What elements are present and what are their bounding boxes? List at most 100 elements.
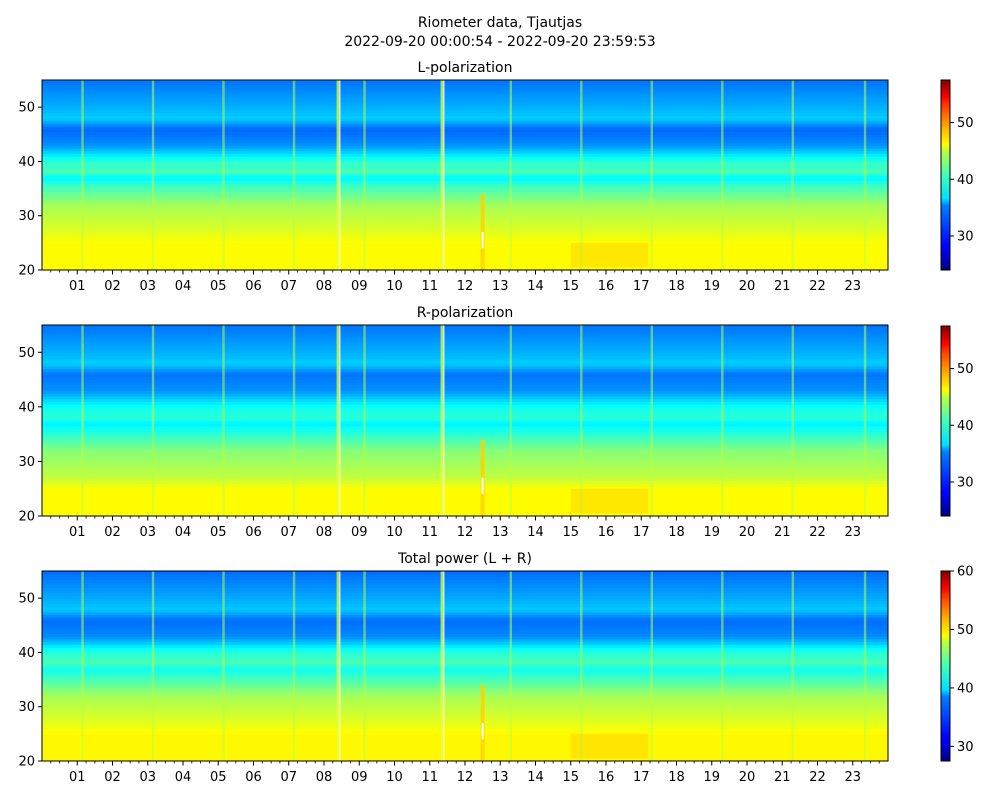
heatmap-band bbox=[42, 571, 888, 575]
x-tick-label: 20 bbox=[739, 770, 756, 785]
heatmap-band bbox=[42, 210, 888, 214]
heatmap-stripe bbox=[509, 80, 513, 270]
heatmap-band bbox=[42, 505, 888, 509]
heatmap-band bbox=[42, 96, 888, 100]
heatmap-band bbox=[42, 264, 888, 268]
heatmap-band bbox=[42, 638, 888, 643]
heatmap-stripe bbox=[791, 325, 795, 516]
heatmap-band bbox=[42, 755, 888, 759]
heatmap-band bbox=[42, 687, 888, 692]
heatmap-band bbox=[42, 104, 888, 108]
heatmap-band bbox=[42, 674, 888, 678]
heatmap-band bbox=[42, 747, 888, 751]
heatmap-band bbox=[42, 166, 888, 171]
heatmap-band bbox=[42, 153, 888, 157]
heatmap-band bbox=[42, 80, 888, 84]
heatmap-stripe bbox=[580, 571, 583, 761]
heatmap bbox=[42, 571, 888, 762]
x-tick-label: 07 bbox=[280, 770, 297, 785]
heatmap-band bbox=[42, 248, 888, 252]
heatmap-band bbox=[42, 409, 888, 413]
x-tick-label: 20 bbox=[739, 279, 756, 294]
heatmap-band bbox=[42, 395, 888, 400]
x-tick-label: 12 bbox=[457, 770, 474, 785]
colorbar bbox=[941, 326, 950, 516]
heatmap-band bbox=[42, 120, 888, 125]
x-tick-label: 19 bbox=[703, 279, 720, 294]
heatmap-band bbox=[42, 455, 888, 460]
heatmap-band bbox=[42, 477, 888, 482]
heatmap-band bbox=[42, 172, 888, 176]
heatmap-band bbox=[42, 88, 888, 92]
heatmap bbox=[42, 325, 888, 517]
x-tick-label: 05 bbox=[210, 525, 227, 540]
heatmap-stripe bbox=[721, 80, 724, 270]
heatmap-band bbox=[42, 611, 888, 616]
colorbar bbox=[941, 571, 950, 761]
heatmap-band bbox=[42, 109, 888, 114]
panel-title: L-polarization bbox=[418, 60, 513, 76]
x-tick-label: 11 bbox=[421, 770, 438, 785]
heatmap-band bbox=[42, 145, 888, 149]
x-tick-label: 16 bbox=[598, 525, 615, 540]
heatmap-band bbox=[42, 240, 888, 244]
colorbar-tick-label: 40 bbox=[957, 173, 974, 188]
heatmap-event bbox=[570, 488, 649, 514]
x-tick-label: 18 bbox=[668, 525, 685, 540]
x-tick-label: 18 bbox=[668, 279, 685, 294]
heatmap-band bbox=[42, 385, 888, 389]
heatmap-band bbox=[42, 352, 888, 356]
heatmap-band bbox=[42, 655, 888, 659]
heatmap-band bbox=[42, 496, 888, 501]
heatmap-band bbox=[42, 147, 888, 152]
heatmap-band bbox=[42, 483, 888, 487]
heatmap-band bbox=[42, 218, 888, 222]
x-tick-label: 11 bbox=[421, 525, 438, 540]
heatmap-gap bbox=[443, 571, 445, 761]
heatmap-band bbox=[42, 164, 888, 168]
figure-title-line2: 2022-09-20 00:00:54 - 2022-09-20 23:59:5… bbox=[344, 34, 655, 50]
heatmap-band bbox=[42, 199, 888, 203]
heatmap-band bbox=[42, 425, 888, 430]
heatmap-band bbox=[42, 736, 888, 740]
heatmap-band bbox=[42, 657, 888, 662]
heatmap-band bbox=[42, 128, 888, 133]
heatmap-band bbox=[42, 668, 888, 673]
heatmap-band bbox=[42, 382, 888, 386]
heatmap-gap bbox=[481, 477, 484, 495]
x-tick-label: 03 bbox=[139, 770, 156, 785]
y-tick-label: 50 bbox=[18, 101, 35, 116]
y-tick-label: 30 bbox=[18, 209, 35, 224]
heatmap-band bbox=[42, 357, 888, 362]
heatmap-band bbox=[42, 453, 888, 457]
x-tick-label: 04 bbox=[175, 279, 192, 294]
heatmap-stripe bbox=[863, 325, 867, 516]
heatmap-band bbox=[42, 644, 888, 648]
panels: L-polarization 20 30 40 50 01 02 03 04 05 06 07 08 09… bbox=[18, 60, 973, 785]
heatmap-band bbox=[42, 142, 888, 146]
x-tick-label: 06 bbox=[245, 279, 262, 294]
x-tick-label: 07 bbox=[280, 279, 297, 294]
heatmap-band bbox=[42, 507, 888, 512]
y-tick-label: 30 bbox=[18, 700, 35, 715]
heatmap-band bbox=[42, 671, 888, 675]
panel-1: L-polarization 20 30 40 50 01 02 03 04 05 06 07 08 09… bbox=[18, 60, 973, 294]
heatmap-band bbox=[42, 652, 888, 656]
x-tick-label: 21 bbox=[774, 525, 791, 540]
heatmap-band bbox=[42, 177, 888, 182]
heatmap-band bbox=[42, 622, 888, 626]
x-tick-label: 01 bbox=[69, 525, 86, 540]
heatmap-band bbox=[42, 374, 888, 378]
heatmap-stripe bbox=[440, 325, 444, 516]
heatmap-band bbox=[42, 420, 888, 424]
heatmap-stripe bbox=[509, 571, 513, 761]
colorbar-tick-label: 60 bbox=[957, 565, 974, 580]
heatmap-band bbox=[42, 647, 888, 651]
x-tick-label: 03 bbox=[139, 279, 156, 294]
heatmap-band bbox=[42, 415, 888, 419]
panel-title: Total power (L + R) bbox=[397, 551, 532, 567]
x-tick-label: 15 bbox=[562, 279, 579, 294]
x-tick-label: 05 bbox=[210, 279, 227, 294]
heatmap-band bbox=[42, 442, 888, 446]
heatmap-stripe bbox=[650, 325, 654, 516]
